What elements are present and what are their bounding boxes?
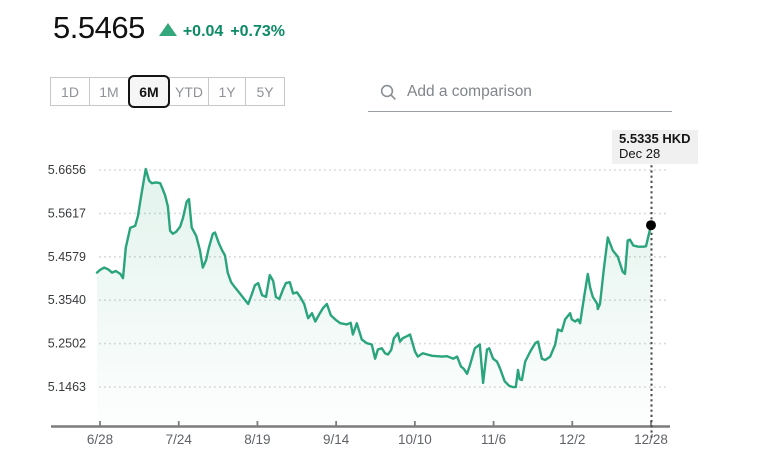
x-axis-label: 10/10 [398, 432, 432, 447]
chart-plot-area[interactable] [97, 150, 651, 427]
range-button-6m[interactable]: 6M [128, 75, 170, 108]
range-button-1m[interactable]: 1M [89, 77, 129, 106]
x-axis-label: 12/2 [559, 432, 585, 447]
up-triangle-icon [158, 23, 177, 36]
quote-header: 5.5465 +0.04 +0.73% [53, 10, 285, 46]
price-change-percent: +0.73% [230, 22, 286, 40]
x-axis-label: 7/24 [166, 432, 193, 447]
price-change-group: +0.04 +0.73% [158, 22, 286, 41]
x-axis-label: 11/6 [481, 432, 506, 447]
y-axis-label: 5.1463 [48, 380, 86, 394]
price-change: +0.04 [182, 22, 224, 40]
range-button-group: 1D 1M 6M YTD 1Y 5Y [50, 75, 285, 108]
price-line [95, 167, 653, 389]
price-chart-svg: 5.6656 5.5617 5.4579 5.3540 5.2502 5.1463 6/28… [48, 150, 670, 447]
tooltip-price: 5.5335 HKD [619, 131, 691, 146]
y-axis-label: 5.2502 [48, 337, 86, 351]
last-point-dot [646, 220, 656, 231]
search-icon [380, 84, 396, 100]
price-area-fill [97, 169, 651, 427]
crosshair-tooltip: 5.5335 HKD Dec 28 [612, 130, 698, 164]
x-axis-label: 9/14 [323, 432, 350, 447]
comparison-search-input[interactable] [405, 82, 672, 102]
last-price: 5.5465 [53, 10, 145, 45]
range-button-1d[interactable]: 1D [50, 77, 90, 106]
range-button-1y[interactable]: 1Y [208, 77, 246, 106]
y-axis-label: 5.3540 [48, 293, 86, 307]
y-axis-label: 5.5617 [48, 206, 86, 220]
y-axis-label: 5.6656 [48, 163, 86, 177]
comparison-search [368, 73, 672, 112]
y-axis-label: 5.4579 [48, 250, 86, 264]
tooltip-date: Dec 28 [619, 145, 661, 161]
x-axis-label: 6/28 [87, 432, 113, 447]
x-axis-label: 8/19 [244, 432, 270, 447]
x-axis-label: 12/28 [634, 432, 668, 447]
range-button-5y[interactable]: 5Y [245, 77, 285, 106]
range-button-ytd[interactable]: YTD [169, 77, 209, 106]
